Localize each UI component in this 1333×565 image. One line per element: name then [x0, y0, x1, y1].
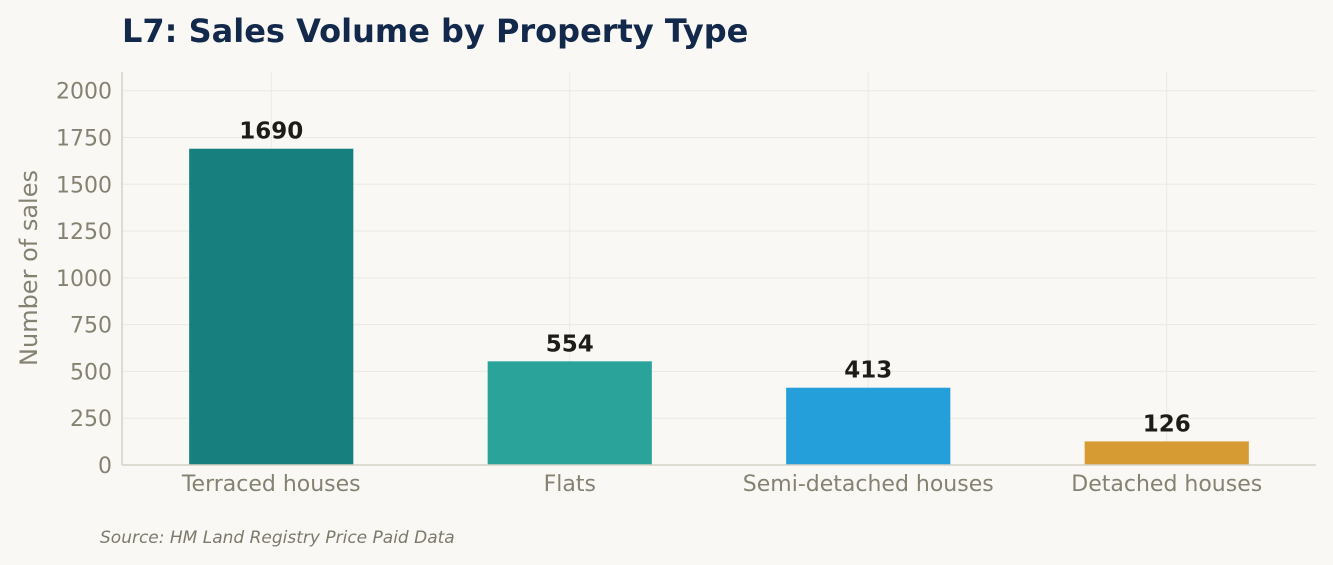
y-axis-label: Number of sales — [15, 170, 43, 366]
x-tick-label: Terraced houses — [181, 472, 361, 497]
y-tick-labels: 0 250 500 750 1000 1250 1500 1750 2000 — [56, 80, 112, 479]
bar-1 — [189, 148, 354, 465]
x-tick-label: Detached houses — [1071, 472, 1262, 497]
bar-value-label: 1690 — [239, 119, 303, 145]
bar-3 — [786, 387, 951, 465]
y-tick-label: 250 — [70, 407, 112, 432]
y-tick-label: 0 — [98, 454, 112, 479]
y-tick-label: 1750 — [56, 127, 112, 152]
bar-4 — [1084, 441, 1249, 465]
y-tick-label: 750 — [70, 314, 112, 339]
x-tick-label: Flats — [544, 472, 596, 497]
y-tick-label: 1500 — [56, 173, 112, 198]
bar-value-label: 413 — [844, 358, 892, 384]
y-tick-label: 500 — [70, 360, 112, 385]
y-tick-label: 2000 — [56, 80, 112, 105]
chart-title: L7: Sales Volume by Property Type — [122, 12, 748, 50]
x-tick-labels: Terraced houses Flats Semi-detached houses… — [181, 472, 1262, 497]
bars — [189, 148, 1249, 465]
value-labels: 1690 554 413 126 — [239, 119, 1191, 438]
y-tick-label: 1000 — [56, 267, 112, 292]
source-note: Source: HM Land Registry Price Paid Data — [100, 528, 455, 548]
bar-value-label: 126 — [1143, 411, 1191, 437]
bar-2 — [487, 361, 652, 465]
x-tick-label: Semi-detached houses — [743, 472, 994, 497]
bar-value-label: 554 — [546, 331, 594, 357]
y-tick-label: 1250 — [56, 220, 112, 245]
